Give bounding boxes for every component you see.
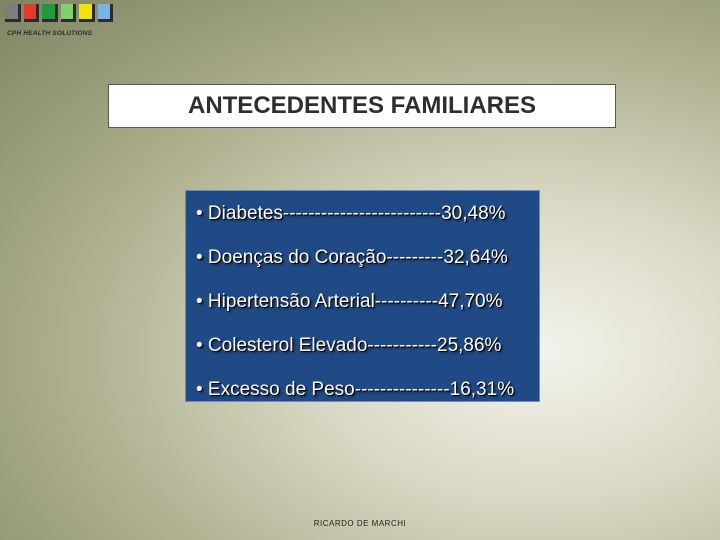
list-item-heart-disease: • Doenças do Coração---------32,64% [196,247,508,268]
list-item-hypertension: • Hipertensão Arterial----------47,70% [196,291,503,312]
logo-square-red [23,4,39,22]
logo-squares [5,4,113,22]
list-item-cholesterol: • Colesterol Elevado-----------25,86% [196,335,502,356]
title-box: ANTECEDENTES FAMILIARES [108,84,616,128]
statistics-panel [185,190,540,402]
logo-square-gray [5,4,21,22]
footer-author: RICARDO DE MARCHI [313,519,407,528]
logo-square-yellow [79,4,95,22]
family-history-list: • Diabetes-------------------------30,48… [196,196,514,416]
logo-square-blue [97,4,113,22]
logo-square-green [42,4,58,22]
slide-title: ANTECEDENTES FAMILIARES [187,92,537,119]
list-item-diabetes: • Diabetes-------------------------30,48… [196,203,506,224]
company-name: CPH HEALTH SOLUTIONS [7,30,93,37]
logo-square-lightgreen [60,4,76,22]
list-item-overweight: • Excesso de Peso---------------16,31% [196,379,515,400]
company-logo: CPH HEALTH SOLUTIONS [5,4,113,40]
